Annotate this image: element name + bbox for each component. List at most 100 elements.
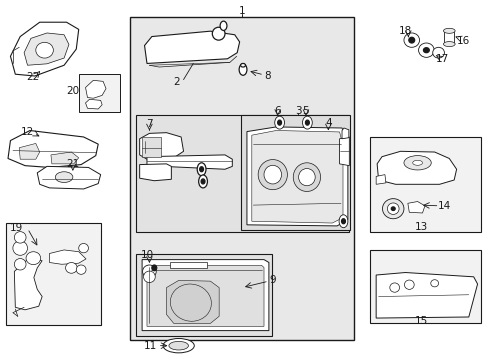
Text: 1: 1 bbox=[238, 6, 245, 16]
Bar bbox=[240, 116, 349, 230]
Ellipse shape bbox=[430, 280, 438, 287]
Text: 14: 14 bbox=[437, 201, 450, 211]
Polygon shape bbox=[147, 155, 232, 169]
Ellipse shape bbox=[403, 33, 419, 47]
Ellipse shape bbox=[305, 120, 309, 125]
Ellipse shape bbox=[432, 47, 444, 58]
Ellipse shape bbox=[36, 42, 53, 58]
Ellipse shape bbox=[168, 341, 188, 350]
Text: 10: 10 bbox=[140, 250, 153, 260]
Text: 21: 21 bbox=[66, 159, 80, 169]
Ellipse shape bbox=[14, 231, 26, 243]
Polygon shape bbox=[8, 131, 98, 167]
Polygon shape bbox=[376, 151, 456, 184]
Text: 3: 3 bbox=[294, 106, 301, 116]
Polygon shape bbox=[37, 166, 101, 189]
Ellipse shape bbox=[274, 116, 284, 129]
Polygon shape bbox=[375, 175, 385, 184]
Ellipse shape bbox=[201, 179, 204, 184]
Ellipse shape bbox=[76, 265, 86, 274]
Ellipse shape bbox=[443, 28, 454, 33]
Text: 19: 19 bbox=[10, 224, 23, 233]
Ellipse shape bbox=[277, 120, 281, 125]
Ellipse shape bbox=[220, 21, 226, 31]
Bar bbox=[130, 17, 353, 339]
Ellipse shape bbox=[412, 160, 422, 165]
Ellipse shape bbox=[239, 64, 246, 75]
Polygon shape bbox=[147, 265, 264, 326]
Text: 11: 11 bbox=[144, 341, 157, 351]
Ellipse shape bbox=[65, 262, 77, 273]
Polygon shape bbox=[407, 202, 424, 213]
Bar bbox=[444, 31, 453, 44]
Bar bbox=[170, 262, 206, 268]
Ellipse shape bbox=[240, 63, 245, 67]
Ellipse shape bbox=[26, 252, 41, 265]
Bar bbox=[5, 223, 101, 325]
Polygon shape bbox=[144, 31, 239, 63]
Text: 8: 8 bbox=[264, 71, 271, 81]
Ellipse shape bbox=[142, 265, 156, 278]
Ellipse shape bbox=[197, 163, 205, 176]
Ellipse shape bbox=[163, 338, 194, 353]
Text: 12: 12 bbox=[21, 127, 34, 136]
Ellipse shape bbox=[199, 167, 203, 172]
Ellipse shape bbox=[152, 265, 157, 271]
Ellipse shape bbox=[338, 215, 347, 228]
Text: 4: 4 bbox=[325, 118, 331, 128]
Ellipse shape bbox=[341, 219, 345, 224]
Ellipse shape bbox=[390, 207, 394, 211]
Text: 18: 18 bbox=[398, 26, 411, 36]
Bar bbox=[79, 74, 120, 112]
Ellipse shape bbox=[258, 159, 287, 190]
Polygon shape bbox=[140, 164, 171, 181]
Ellipse shape bbox=[382, 199, 403, 219]
Polygon shape bbox=[10, 22, 79, 76]
Text: 6: 6 bbox=[274, 106, 281, 116]
Ellipse shape bbox=[170, 284, 211, 321]
Bar bbox=[136, 253, 271, 336]
Text: 5: 5 bbox=[302, 106, 308, 116]
Text: 15: 15 bbox=[413, 316, 427, 325]
Ellipse shape bbox=[403, 156, 430, 170]
Text: 20: 20 bbox=[66, 86, 79, 96]
Ellipse shape bbox=[293, 163, 320, 192]
Polygon shape bbox=[341, 128, 348, 139]
Ellipse shape bbox=[212, 27, 224, 40]
Bar bbox=[142, 137, 161, 157]
Polygon shape bbox=[246, 127, 347, 226]
Ellipse shape bbox=[143, 271, 155, 283]
Ellipse shape bbox=[389, 283, 399, 292]
Polygon shape bbox=[24, 33, 69, 65]
Polygon shape bbox=[85, 80, 106, 98]
Polygon shape bbox=[142, 260, 268, 330]
Polygon shape bbox=[19, 143, 40, 159]
Polygon shape bbox=[14, 260, 42, 310]
Text: 17: 17 bbox=[434, 54, 447, 64]
Ellipse shape bbox=[302, 116, 312, 129]
Polygon shape bbox=[140, 133, 183, 159]
Ellipse shape bbox=[386, 203, 398, 215]
Polygon shape bbox=[339, 137, 348, 166]
Ellipse shape bbox=[418, 43, 433, 57]
Ellipse shape bbox=[443, 41, 454, 46]
Text: 2: 2 bbox=[173, 77, 179, 87]
Bar bbox=[369, 137, 481, 232]
Ellipse shape bbox=[13, 241, 27, 255]
Text: 22: 22 bbox=[26, 72, 39, 82]
Text: 7: 7 bbox=[146, 120, 152, 129]
Ellipse shape bbox=[79, 243, 88, 253]
Polygon shape bbox=[375, 273, 477, 318]
Ellipse shape bbox=[298, 168, 315, 186]
Text: 16: 16 bbox=[455, 36, 468, 46]
Polygon shape bbox=[251, 131, 342, 223]
Polygon shape bbox=[166, 280, 219, 323]
Ellipse shape bbox=[55, 172, 73, 183]
Ellipse shape bbox=[404, 280, 413, 289]
Polygon shape bbox=[51, 152, 79, 164]
Text: 13: 13 bbox=[413, 222, 427, 232]
Ellipse shape bbox=[423, 48, 428, 53]
Polygon shape bbox=[49, 250, 86, 264]
Ellipse shape bbox=[14, 258, 26, 270]
Bar bbox=[136, 116, 348, 232]
